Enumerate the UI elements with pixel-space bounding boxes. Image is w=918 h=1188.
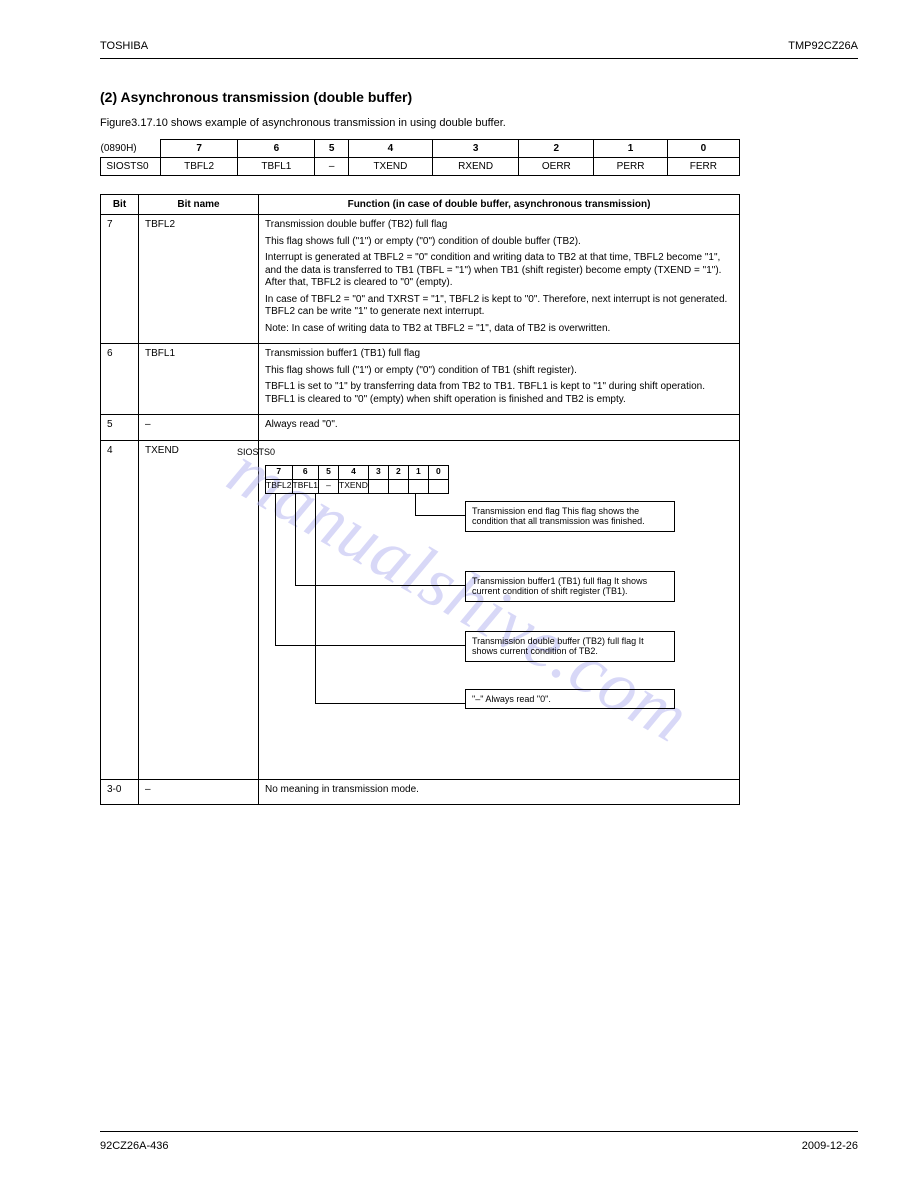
func-line: Always read "0".: [265, 419, 733, 432]
callout: "–" Always read "0".: [465, 689, 675, 710]
header-right: TMP92CZ26A: [788, 40, 858, 52]
bit-name: TBFL2: [161, 158, 238, 176]
bit-name-cell: –: [139, 415, 259, 441]
bit-name: TXEND: [348, 158, 432, 176]
func-line: In case of TBFL2 = "0" and TXRST = "1", …: [265, 294, 733, 319]
main-register-table: Bit Bit name Function (in case of double…: [100, 194, 740, 805]
bit-name-cell: TBFL2: [139, 215, 259, 344]
footer-right: 2009-12-26: [802, 1140, 858, 1152]
bit-name-cell: –: [139, 779, 259, 805]
bit-pos: 4: [101, 440, 139, 779]
footer-left: 92CZ26A-436: [100, 1140, 169, 1152]
func-line: Transmission double buffer (TB2) full fl…: [265, 219, 733, 232]
register-header-table: (0890H) 7 6 5 4 3 2 1 0 SIOSTS0 TBFL2 TB…: [100, 139, 740, 176]
callout: Transmission buffer1 (TB1) full flag It …: [465, 571, 675, 603]
bit-col: 1: [594, 140, 667, 158]
bit-pos: 5: [101, 415, 139, 441]
callout: Transmission double buffer (TB2) full fl…: [465, 631, 675, 663]
func-line: Interrupt is generated at TBFL2 = "0" co…: [265, 252, 733, 290]
bit-name: FERR: [667, 158, 739, 176]
bit-pos: 7: [101, 215, 139, 344]
register-name: SIOSTS0: [101, 158, 161, 176]
bits-register-label: SIOSTS0: [237, 447, 275, 457]
bit-col: 3: [433, 140, 519, 158]
func-line: Note: In case of writing data to TB2 at …: [265, 323, 733, 336]
func-line: This flag shows full ("1") or empty ("0"…: [265, 236, 733, 249]
func-line: Transmission buffer1 (TB1) full flag: [265, 348, 733, 361]
col-header-name: Bit name: [139, 195, 259, 215]
page-title: (2) Asynchronous transmission (double bu…: [100, 89, 858, 105]
body-paragraph: Figure3.17.10 shows example of asynchron…: [100, 117, 858, 129]
bit-name-cell: TBFL1: [139, 344, 259, 415]
bit-func-cell: Always read "0".: [259, 415, 740, 441]
func-line: TBFL1 is set to "1" by transferring data…: [265, 381, 733, 406]
bit-name: RXEND: [433, 158, 519, 176]
bit-pos: 6: [101, 344, 139, 415]
bit-col: 2: [519, 140, 594, 158]
bit-col: 7: [161, 140, 238, 158]
bit-name: PERR: [594, 158, 667, 176]
bits-diagram: SIOSTS0 7 6 5 4 3 2 1 0 TBFL2 TBFL1: [265, 445, 733, 775]
register-address: (0890H): [101, 140, 161, 158]
func-line: No meaning in transmission mode.: [265, 784, 733, 797]
bit-col: 6: [238, 140, 315, 158]
bit-name: –: [315, 158, 348, 176]
func-line: This flag shows full ("1") or empty ("0"…: [265, 365, 733, 378]
bit-name-cell: TXEND: [139, 440, 259, 779]
bit-name: OERR: [519, 158, 594, 176]
page-header: TOSHIBA TMP92CZ26A: [100, 40, 858, 58]
col-header-bit: Bit: [101, 195, 139, 215]
bit-pos: 3-0: [101, 779, 139, 805]
header-rule: [100, 58, 858, 59]
page-footer: 92CZ26A-436 2009-12-26: [100, 1131, 858, 1152]
col-header-func: Function (in case of double buffer, asyn…: [259, 195, 740, 215]
bit-col: 5: [315, 140, 348, 158]
bit-name: TBFL1: [238, 158, 315, 176]
bit-func-cell: No meaning in transmission mode.: [259, 779, 740, 805]
bit-func-cell: Transmission buffer1 (TB1) full flag Thi…: [259, 344, 740, 415]
bits-table: 7 6 5 4 3 2 1 0 TBFL2 TBFL1 – TXEND: [265, 465, 449, 494]
bit-col: 0: [667, 140, 739, 158]
bit-col: 4: [348, 140, 432, 158]
header-left: TOSHIBA: [100, 40, 148, 52]
bit-func-cell-diagram: SIOSTS0 7 6 5 4 3 2 1 0 TBFL2 TBFL1: [259, 440, 740, 779]
bit-func-cell: Transmission double buffer (TB2) full fl…: [259, 215, 740, 344]
callout: Transmission end flag This flag shows th…: [465, 501, 675, 533]
